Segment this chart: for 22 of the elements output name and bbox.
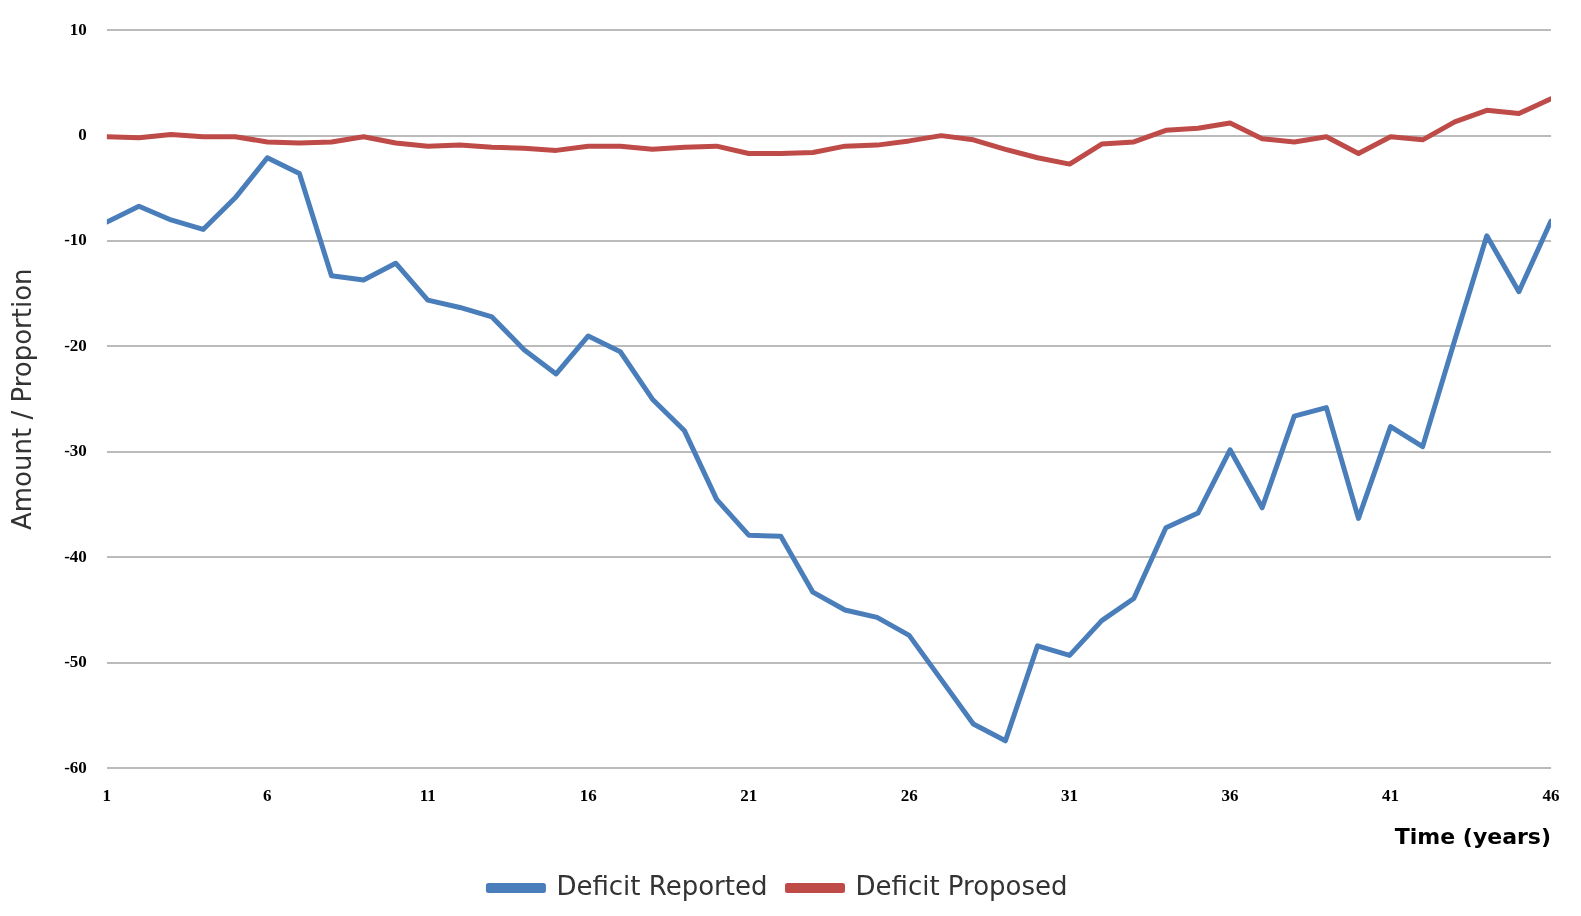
y-tick-label: 0 — [78, 125, 87, 145]
x-tick-label: 6 — [263, 785, 272, 805]
x-tick-label: 41 — [1382, 785, 1400, 805]
y-axis-title: Amount / Proportion — [7, 268, 38, 531]
y-tick-label: -20 — [64, 335, 87, 355]
y-tick-label: -60 — [64, 757, 87, 777]
x-tick-label: 36 — [1221, 785, 1239, 805]
y-tick-label: -50 — [64, 652, 87, 672]
x-tick-label: 31 — [1061, 785, 1079, 805]
x-tick-label: 21 — [740, 785, 758, 805]
x-tick-label: 46 — [1542, 785, 1560, 805]
x-tick-label: 26 — [900, 785, 918, 805]
y-tick-label: -10 — [64, 230, 87, 250]
y-tick-label: -30 — [64, 441, 87, 461]
y-tick-label: 10 — [69, 19, 87, 39]
legend-label: Deficit Reported — [556, 870, 768, 901]
x-tick-label: 16 — [579, 785, 597, 805]
x-axis-title: Time (years) — [1394, 823, 1551, 849]
x-tick-label: 1 — [102, 785, 112, 805]
x-tick-label: 11 — [419, 785, 436, 805]
y-tick-label: -40 — [64, 546, 87, 566]
legend-label: Deficit Proposed — [855, 870, 1068, 901]
